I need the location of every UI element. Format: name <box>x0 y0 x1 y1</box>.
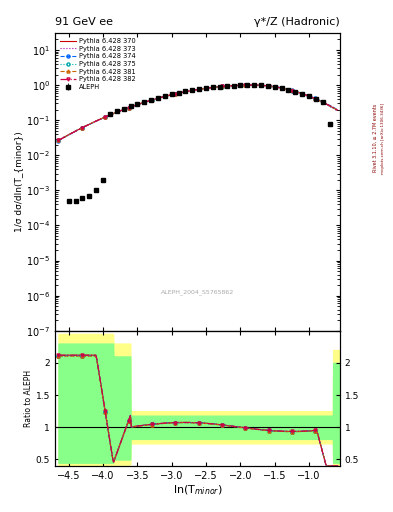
Text: ALEPH_2004_S5765862: ALEPH_2004_S5765862 <box>161 289 234 295</box>
Pythia 6.428 381 <box>336 108 340 114</box>
Pythia 6.428 381 <box>227 83 232 89</box>
Pythia 6.428 375 <box>222 83 227 90</box>
Pythia 6.428 382 <box>56 137 61 143</box>
Pythia 6.428 374 <box>56 138 61 144</box>
Pythia 6.428 381 <box>56 137 61 143</box>
Pythia 6.428 374 <box>310 94 315 100</box>
Pythia 6.428 373 <box>336 108 340 114</box>
Pythia 6.428 381 <box>57 137 62 143</box>
Pythia 6.428 382 <box>250 82 255 88</box>
Pythia 6.428 381 <box>222 83 226 89</box>
Pythia 6.428 370 <box>57 137 62 143</box>
Pythia 6.428 373 <box>222 83 226 90</box>
Pythia 6.428 370 <box>310 95 315 101</box>
Pythia 6.428 375 <box>336 108 340 114</box>
Pythia 6.428 370 <box>222 83 226 90</box>
Text: Rivet 3.1.10, ≥ 2.7M events: Rivet 3.1.10, ≥ 2.7M events <box>373 104 378 173</box>
Pythia 6.428 382 <box>310 95 315 101</box>
Pythia 6.428 381 <box>222 83 227 89</box>
Pythia 6.428 374 <box>227 83 232 89</box>
Pythia 6.428 374 <box>336 107 340 113</box>
Pythia 6.428 370 <box>292 88 297 94</box>
Pythia 6.428 374 <box>222 83 227 89</box>
Text: 91 GeV ee: 91 GeV ee <box>55 16 113 27</box>
Pythia 6.428 373 <box>222 83 227 90</box>
Pythia 6.428 373 <box>250 82 254 89</box>
Pythia 6.428 382 <box>57 137 62 143</box>
Line: Pythia 6.428 381: Pythia 6.428 381 <box>57 83 340 142</box>
Line: Pythia 6.428 373: Pythia 6.428 373 <box>59 86 338 140</box>
Pythia 6.428 370 <box>56 137 61 143</box>
Pythia 6.428 382 <box>292 88 297 94</box>
Pythia 6.428 382 <box>222 83 226 90</box>
Pythia 6.428 375 <box>57 137 62 143</box>
X-axis label: ln(T$_{{minor}}$): ln(T$_{{minor}}$) <box>173 483 222 497</box>
Pythia 6.428 375 <box>292 89 297 95</box>
Pythia 6.428 381 <box>292 88 297 94</box>
Pythia 6.428 375 <box>56 137 61 143</box>
Pythia 6.428 370 <box>250 82 255 88</box>
Line: Pythia 6.428 382: Pythia 6.428 382 <box>57 83 340 142</box>
Pythia 6.428 375 <box>227 83 232 89</box>
Line: Pythia 6.428 374: Pythia 6.428 374 <box>57 83 340 142</box>
Text: γ*/Z (Hadronic): γ*/Z (Hadronic) <box>254 16 340 27</box>
Pythia 6.428 373 <box>292 89 297 95</box>
Line: Pythia 6.428 375: Pythia 6.428 375 <box>57 84 340 142</box>
Pythia 6.428 382 <box>227 83 232 89</box>
Pythia 6.428 375 <box>310 95 315 101</box>
Pythia 6.428 375 <box>250 82 254 89</box>
Pythia 6.428 374 <box>222 83 226 89</box>
Pythia 6.428 375 <box>222 83 226 90</box>
Y-axis label: 1/σ dσ/dln(T_{minor}): 1/σ dσ/dln(T_{minor}) <box>14 132 23 232</box>
Pythia 6.428 373 <box>56 137 61 143</box>
Pythia 6.428 382 <box>336 108 340 114</box>
Pythia 6.428 382 <box>222 83 227 89</box>
Pythia 6.428 370 <box>336 108 340 114</box>
Y-axis label: Ratio to ALEPH: Ratio to ALEPH <box>24 370 33 427</box>
Line: Pythia 6.428 370: Pythia 6.428 370 <box>59 85 338 140</box>
Text: mcplots.cern.ch [arXiv:1306.3436]: mcplots.cern.ch [arXiv:1306.3436] <box>381 103 385 174</box>
Pythia 6.428 370 <box>227 83 232 89</box>
Pythia 6.428 370 <box>222 83 227 89</box>
Pythia 6.428 381 <box>310 95 315 101</box>
Pythia 6.428 374 <box>57 137 62 143</box>
Pythia 6.428 381 <box>250 82 255 88</box>
Pythia 6.428 374 <box>252 82 256 88</box>
Pythia 6.428 373 <box>57 137 62 143</box>
Pythia 6.428 373 <box>227 83 232 89</box>
Pythia 6.428 374 <box>292 88 297 94</box>
Pythia 6.428 373 <box>310 95 315 101</box>
Legend: Pythia 6.428 370, Pythia 6.428 373, Pythia 6.428 374, Pythia 6.428 375, Pythia 6: Pythia 6.428 370, Pythia 6.428 373, Pyth… <box>58 37 137 91</box>
